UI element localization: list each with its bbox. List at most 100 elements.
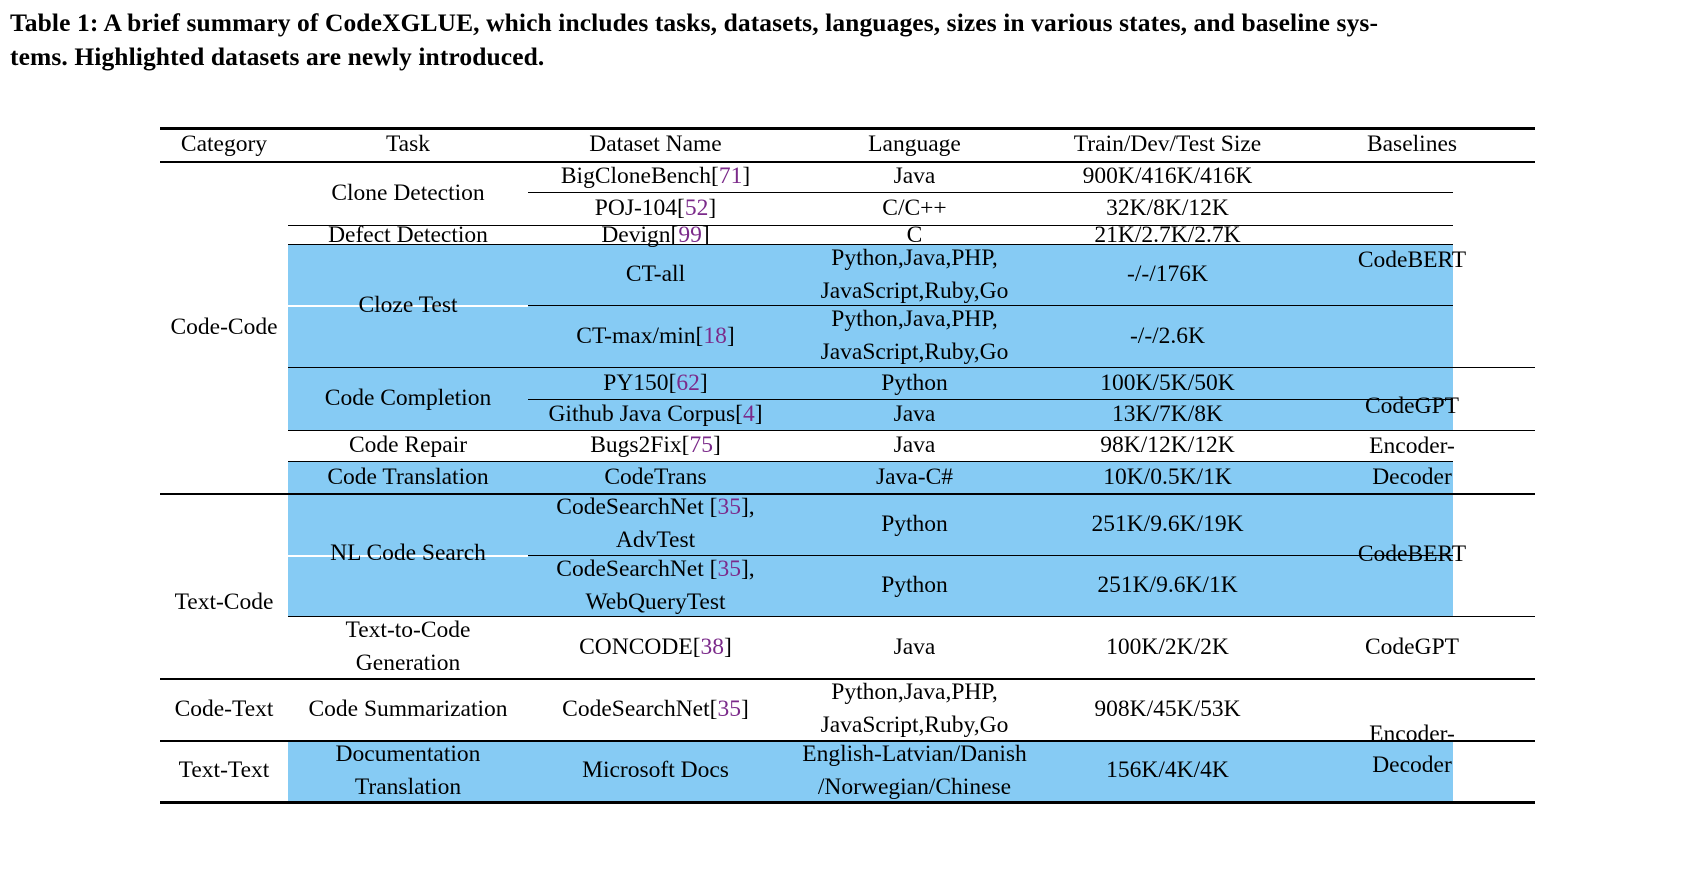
dataset-concode: CONCODE [38] [528,616,783,678]
dataset-codetrans: CodeTrans [604,463,707,490]
dataset-codesearchnet-summarization: CodeSearchNet [35] [528,678,783,740]
size: 98K/12K/12K [1100,432,1235,458]
baseline-codebert: CodeBERT [1357,246,1467,273]
rule [528,192,1453,194]
dataset-bigclonebench: BigCloneBench [71] [528,161,783,192]
header-dataset-name: Dataset Name [589,130,722,157]
baseline-codebert: CodeBERT [1357,541,1467,567]
dataset-codesearchnet-webquerytest: CodeSearchNet [35], WebQueryTest [556,555,755,615]
dataset-github-java-corpus: Github Java Corpus[4] [528,399,783,430]
citation[interactable]: 52 [684,195,709,221]
language: Python [881,510,948,537]
task-text-to-code-line1: Text-to-Code [345,617,471,643]
baseline-codegpt: CodeGPT [1365,393,1459,419]
size: 900K/416K/416K [1082,163,1253,189]
citation[interactable]: 35 [717,555,741,582]
size: 100K/2K/2K [1106,633,1229,660]
size: 13K/7K/8K [1112,401,1223,427]
citation[interactable]: 18 [703,322,727,349]
task-doc-translation: Documentation Translation [288,740,528,801]
task-text-to-code: Text-to-Code Generation [288,616,528,678]
size: 100K/5K/50K [1100,369,1235,396]
header-category: Category [180,130,268,157]
language: Python,Java,PHP, JavaScript,Ruby,Go [820,306,1009,365]
citation[interactable]: 38 [700,633,725,660]
language: C/C++ [882,195,947,221]
task-clone-detection: Clone Detection [331,179,485,206]
rule [528,305,1453,307]
rule [288,225,1453,227]
top-rule [160,127,1535,130]
language: Java [893,432,936,458]
language: Python,Java,PHP, JavaScript,Ruby,Go [820,679,1009,738]
citation[interactable]: 35 [717,494,741,520]
task-code-translation: Code Translation [327,463,489,490]
task-code-summarization: Code Summarization [308,695,508,722]
citation[interactable]: 71 [718,163,743,189]
caption-line-2: tems. Highlighted datasets are newly int… [10,42,545,71]
language: Python,Java,PHP, JavaScript,Ruby,Go [820,244,1009,304]
language: Python [881,572,948,598]
size: 251K/9.6K/1K [1097,572,1238,598]
size: 251K/9.6K/19K [1091,510,1244,537]
dataset-codesearchnet-advtest: CodeSearchNet [35], AdvTest [556,494,755,553]
size: -/-/2.6K [1129,322,1206,349]
rule [288,555,528,557]
highlight-code-completion [288,367,1453,430]
language: Java [893,163,936,189]
codexglue-summary-table: Category Task Dataset Name Language Trai… [160,127,1535,869]
rule [288,616,1535,618]
rule [288,305,528,307]
dataset-ct-all: CT-all [625,261,686,287]
header-size: Train/Dev/Test Size [1073,130,1262,157]
rule [288,367,1535,369]
language: Java [893,633,936,660]
header-baselines: Baselines [1366,130,1458,157]
rule [288,244,1453,246]
language: Java-C# [875,463,953,490]
language: Java [893,401,936,427]
section-rule [160,740,1535,742]
header-language: Language [868,130,961,157]
rule [288,430,1535,432]
size: 908K/45K/53K [1094,695,1241,722]
highlight-doc-translation [288,740,1453,802]
citation[interactable]: 35 [717,695,741,722]
rule [528,555,1453,557]
task-nl-code-search: NL Code Search [330,539,486,566]
task-cloze-test: Cloze Test [358,291,458,318]
size: 156K/4K/4K [1106,757,1229,783]
task-doc-translation-line2: Translation [354,773,462,800]
language: Python [881,369,948,396]
header-rule [160,161,1535,163]
citation[interactable]: 4 [742,401,755,427]
dataset-devign: Devign [99] [528,222,783,248]
header-task: Task [385,130,431,157]
citation[interactable]: 99 [678,221,702,248]
baseline-codegpt: CodeGPT [1365,633,1459,660]
section-rule [160,678,1535,680]
baseline-encoder-decoder: Encoder- Decoder [1369,432,1455,490]
category-code-text: Code-Text [174,695,274,722]
citation[interactable]: 75 [689,432,713,458]
size: 21K/2.7K/2.7K [1094,221,1241,248]
task-text-to-code-line2: Generation [355,650,461,676]
rule [528,399,1453,401]
dataset-poj-104: POJ-104 [52] [528,192,783,225]
bottom-rule [160,801,1535,804]
section-rule [160,493,1535,495]
dataset-ct-max-min: CT-max/min [18] [528,305,783,367]
rule [288,461,1453,463]
size: -/-/176K [1127,261,1208,287]
language: C [906,221,923,248]
dataset-bugs2fix: Bugs2Fix [75] [528,430,783,461]
highlight-code-translation [288,461,1453,493]
language: English-Latvian/Danish/Norwegian/Chinese [802,740,1027,800]
citation[interactable]: 62 [676,369,700,396]
task-code-repair: Code Repair [348,432,468,458]
task-code-completion: Code Completion [324,385,492,411]
table-caption: Table 1: A brief summary of CodeXGLUE, w… [10,6,1680,74]
task-doc-translation-line1: Documentation [335,740,481,767]
baseline-encoder-decoder: Encoder- Decoder [1369,720,1455,778]
category-text-code: Text-Code [174,588,274,615]
